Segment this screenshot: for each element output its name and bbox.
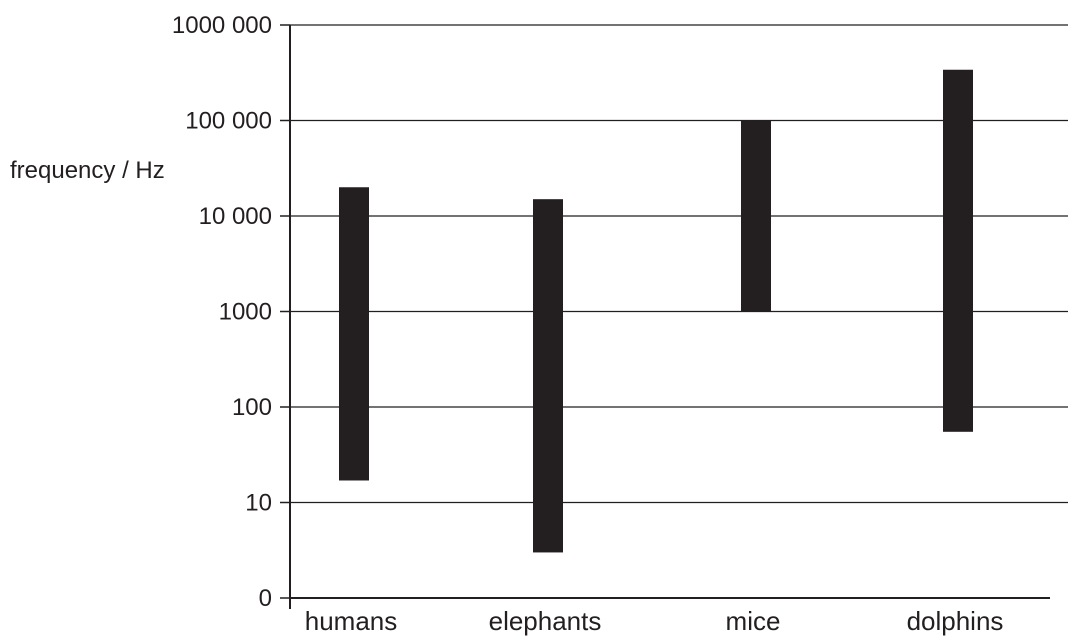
y-tick-label: 1000 000	[172, 12, 272, 39]
y-tick-label: 100 000	[185, 108, 272, 135]
y-tick-label: 1000	[219, 299, 272, 326]
y-tick-label: 0	[259, 585, 272, 612]
range-bar-dolphins	[943, 69, 973, 432]
y-axis-label: frequency / Hz	[10, 157, 165, 184]
y-tick-label: 10	[245, 490, 272, 517]
x-category-label: dolphins	[907, 606, 1004, 636]
x-category-label: mice	[726, 606, 781, 636]
y-tick-label: 100	[232, 394, 272, 421]
x-category-label: elephants	[489, 606, 602, 636]
y-tick-label: 10 000	[199, 203, 272, 230]
x-category-label: humans	[305, 606, 398, 636]
range-bar-elephants	[533, 199, 563, 553]
range-bar-humans	[339, 187, 369, 481]
range-bar-mice	[741, 120, 771, 312]
